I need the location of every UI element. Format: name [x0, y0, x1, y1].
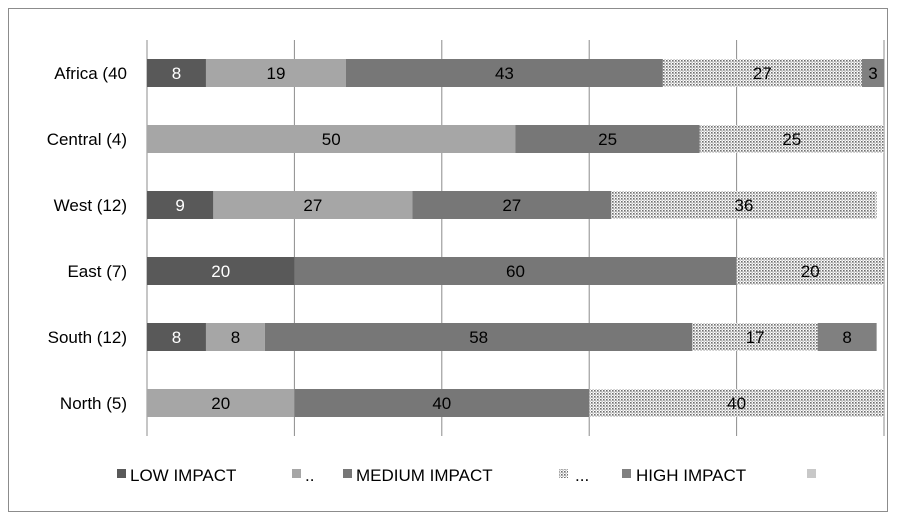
bar-segment	[699, 125, 884, 153]
data-label: 27	[502, 196, 521, 215]
data-label: 43	[495, 64, 514, 83]
legend-label: MEDIUM IMPACT	[356, 466, 493, 485]
bar-segment	[515, 125, 700, 153]
data-label: 36	[735, 196, 754, 215]
legend: LOW IMPACT.. MEDIUM IMPACT... HIGH IMPACT	[117, 466, 816, 485]
data-label: 8	[842, 328, 851, 347]
bar-segment	[147, 59, 206, 87]
data-label: 3	[868, 64, 877, 83]
legend-label: ...	[575, 466, 589, 485]
bar-segment	[736, 257, 884, 285]
chart-frame	[8, 8, 888, 512]
bar-segment	[817, 323, 877, 351]
legend-swatch	[117, 469, 126, 478]
data-label: 20	[211, 262, 230, 281]
bar-segment	[861, 59, 884, 87]
legend-swatch	[343, 469, 352, 478]
data-label: 27	[753, 64, 772, 83]
bar-segment	[345, 59, 663, 87]
data-label: 27	[303, 196, 322, 215]
category-label: Central (4)	[47, 130, 127, 149]
legend-swatch	[559, 469, 568, 478]
legend-swatch	[292, 469, 301, 478]
data-label: 20	[801, 262, 820, 281]
bar-segment	[264, 323, 693, 351]
data-label: 8	[172, 328, 181, 347]
bar-segment	[147, 191, 214, 219]
bar-segment	[205, 59, 346, 87]
bar-segment	[611, 191, 877, 219]
bar-segment	[213, 191, 413, 219]
bar-segment	[147, 389, 295, 417]
bar-segment	[205, 323, 265, 351]
bar-segment	[294, 389, 590, 417]
data-label: 58	[469, 328, 488, 347]
data-label: 9	[175, 196, 184, 215]
data-label: 8	[231, 328, 240, 347]
legend-label: ..	[305, 466, 314, 485]
bar-segment	[412, 191, 612, 219]
legend-swatch	[622, 469, 631, 478]
data-label: 50	[322, 130, 341, 149]
data-label: 8	[172, 64, 181, 83]
legend-label: HIGH IMPACT	[636, 466, 746, 485]
bar-segment	[294, 257, 737, 285]
data-label: 60	[506, 262, 525, 281]
category-label: Africa (40	[54, 64, 127, 83]
data-label: 25	[782, 130, 801, 149]
data-label: 25	[598, 130, 617, 149]
category-label: North (5)	[60, 394, 127, 413]
bar-segment	[589, 389, 884, 417]
bars: 8 19 43 27 3 50 25 25 9 27 27 36 20 60 20 8 8 58 17 8 20 40 40	[147, 59, 884, 417]
bar-segment	[147, 125, 516, 153]
legend-label: LOW IMPACT	[130, 466, 236, 485]
category-label: South (12)	[48, 328, 127, 347]
gridlines	[146, 40, 885, 436]
bar-segment	[692, 323, 818, 351]
category-label: West (12)	[54, 196, 127, 215]
data-label: 19	[267, 64, 286, 83]
data-label: 17	[746, 328, 765, 347]
bar-segment	[147, 323, 206, 351]
data-label: 40	[432, 394, 451, 413]
bar-segment	[147, 257, 295, 285]
bar-segment	[662, 59, 862, 87]
category-label: East (7)	[67, 262, 127, 281]
category-axis: Africa (40 Central (4) West (12) East (7) So…	[47, 64, 127, 413]
data-label: 40	[727, 394, 746, 413]
legend-swatch	[807, 469, 816, 478]
data-label: 20	[211, 394, 230, 413]
